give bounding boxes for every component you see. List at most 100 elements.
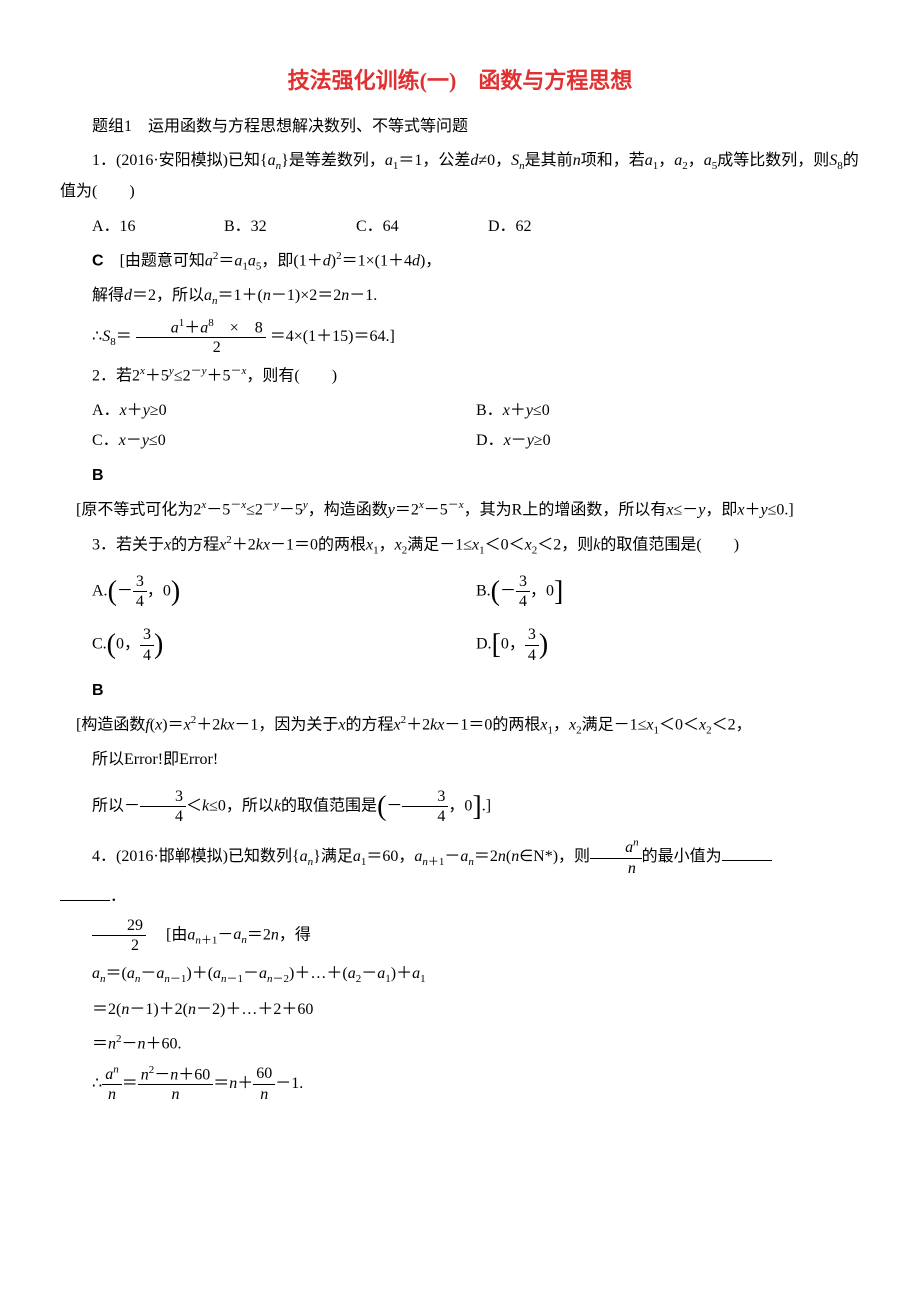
text: ∴	[92, 328, 102, 345]
text: [由	[150, 926, 187, 943]
text: －1.	[349, 287, 377, 304]
text: ≤0	[533, 402, 550, 419]
q2-optD: D．x－y≥0	[476, 426, 860, 456]
text: ＜	[186, 797, 202, 814]
group-heading: 题组1 运用函数与方程思想解决数列、不等式等问题	[60, 112, 860, 142]
text: ＜2，则	[537, 536, 593, 553]
text: B	[92, 467, 104, 484]
text: ＝	[92, 1035, 108, 1052]
text: －	[140, 965, 156, 982]
text: 2．若2	[92, 368, 140, 385]
q2-options-row2: C．x－y≤0 D．x－y≥0	[92, 426, 860, 456]
text: ＋5	[206, 368, 230, 385]
q3-sol-error: 所以Error!即Error!	[60, 745, 860, 775]
q2-optC: C．x－y≤0	[92, 426, 476, 456]
q1-sol2: 解得d＝2，所以an＝1＋(n－1)×2＝2n－1.	[60, 281, 860, 312]
text: －	[444, 848, 460, 865]
q3-options-row1: A.(－34，0) B.(－34，0]	[92, 565, 860, 618]
text: 4．(2016·邯郸模拟)已知数列{	[92, 848, 300, 865]
q1-optC: C．64	[356, 212, 484, 242]
text: [由题意可知	[104, 252, 205, 269]
text: ＋2	[406, 716, 430, 733]
text: ≤2	[246, 501, 263, 518]
q1-optA: A．16	[92, 212, 220, 242]
text: 的取值范围是( )	[600, 536, 739, 553]
text: ＝	[168, 716, 184, 733]
text: ，得	[279, 926, 311, 943]
q1-answer-line: C [由题意可知a2＝a1a5，即(1＋d)2＝1×(1＋4d)，	[60, 246, 860, 277]
text: ≤2	[174, 368, 191, 385]
text: ＝	[213, 1075, 229, 1092]
text: 1．(2016·安阳模拟)已知{	[92, 152, 268, 169]
text: ＝2	[474, 848, 498, 865]
q2-solution: [原不等式可化为2x－5－x≤2－y－5y，构造函数y＝2x－5－x，其为R上的…	[60, 495, 860, 526]
text: －1.	[275, 1075, 303, 1092]
q2-optA: A．x＋y≥0	[92, 396, 476, 426]
text: 满足－1≤	[582, 716, 647, 733]
q4-line3: ＝2(n－1)＋2(n－2)＋…＋2＋60	[92, 995, 860, 1025]
text: 项和，若	[581, 152, 645, 169]
text: ＝2(	[92, 1001, 121, 1018]
text: ，即	[705, 501, 737, 518]
text: B.	[476, 583, 491, 600]
q2-optB: B．x＋y≤0	[476, 396, 860, 426]
text: ≤0.]	[768, 501, 794, 518]
text: ＋2	[196, 716, 220, 733]
text: －2)＋…＋2＋60	[196, 1001, 313, 1018]
q3-options-row2: C.(0，34) D.[0，34)	[92, 618, 860, 671]
q4-answer-line: 292 [由an＋1－an＝2n，得	[60, 916, 860, 955]
text: )＋(	[186, 965, 213, 982]
q4-line5: ∴ann＝n2－n＋60n＝n＋60n－1.	[92, 1064, 860, 1105]
q4-answer: 292	[92, 916, 146, 955]
q3-answer: B	[60, 676, 860, 706]
text: ∴	[92, 1075, 102, 1092]
text: 的方程	[171, 536, 219, 553]
text: ∈N*)，则	[519, 848, 590, 865]
text: 的方程	[346, 716, 394, 733]
text: 是其前	[525, 152, 573, 169]
text: ，则有( )	[246, 368, 337, 385]
text: ≤－	[673, 501, 698, 518]
text: 成等比数列，则	[717, 152, 829, 169]
q3-sol-line: 所以－34＜k≤0，所以k的取值范围是(－34，0].]	[60, 780, 860, 833]
q3-optB: B.(－34，0]	[476, 565, 860, 618]
q4-stem: 4．(2016·邯郸模拟)已知数列{an}满足a1＝60，an＋1－an＝2n(…	[60, 837, 860, 878]
text: ＋	[237, 1075, 253, 1092]
text: 2	[136, 338, 266, 357]
q1-optB: B．32	[224, 212, 352, 242]
text: ＋60.	[146, 1035, 182, 1052]
text: ≤0	[149, 432, 166, 449]
q3-optC: C.(0，34)	[92, 618, 476, 671]
text: .]	[482, 797, 491, 814]
text: ≥0	[534, 432, 551, 449]
q1-sol3: ∴S8＝ a1＋a8 × 8 2 ＝4×(1＋15)＝64.]	[60, 317, 860, 358]
text: 的取值范围是	[281, 797, 377, 814]
text: }满足	[313, 848, 353, 865]
text: 满足－1≤	[407, 536, 472, 553]
text: 的最小值为	[642, 848, 722, 865]
text: [构造函数	[60, 716, 145, 733]
text: )＋	[391, 965, 412, 982]
text: ≠0，	[478, 152, 511, 169]
text: －	[361, 965, 377, 982]
text: －5	[279, 501, 303, 518]
text: ＝2	[395, 501, 419, 518]
text: ＝	[116, 328, 132, 345]
text: ≥0	[150, 402, 167, 419]
q2-answer: B	[60, 461, 860, 491]
text: }是等差数列，	[281, 152, 385, 169]
text: A．	[92, 402, 120, 419]
text: ，其为R上的增函数，所以有	[464, 501, 667, 518]
q1-optD: D．62	[488, 212, 616, 242]
blank	[722, 844, 772, 861]
text: B．	[476, 402, 503, 419]
text: －	[122, 1035, 138, 1052]
q1-answer: C	[92, 252, 104, 269]
text: ＝60，	[366, 848, 414, 865]
text: ＝1，公差	[398, 152, 470, 169]
text: D．	[476, 432, 504, 449]
text: －	[243, 965, 259, 982]
text: ＜2，	[712, 716, 752, 733]
text: ＝	[122, 1075, 138, 1092]
q1-options: A．16 B．32 C．64 D．62	[92, 212, 860, 242]
